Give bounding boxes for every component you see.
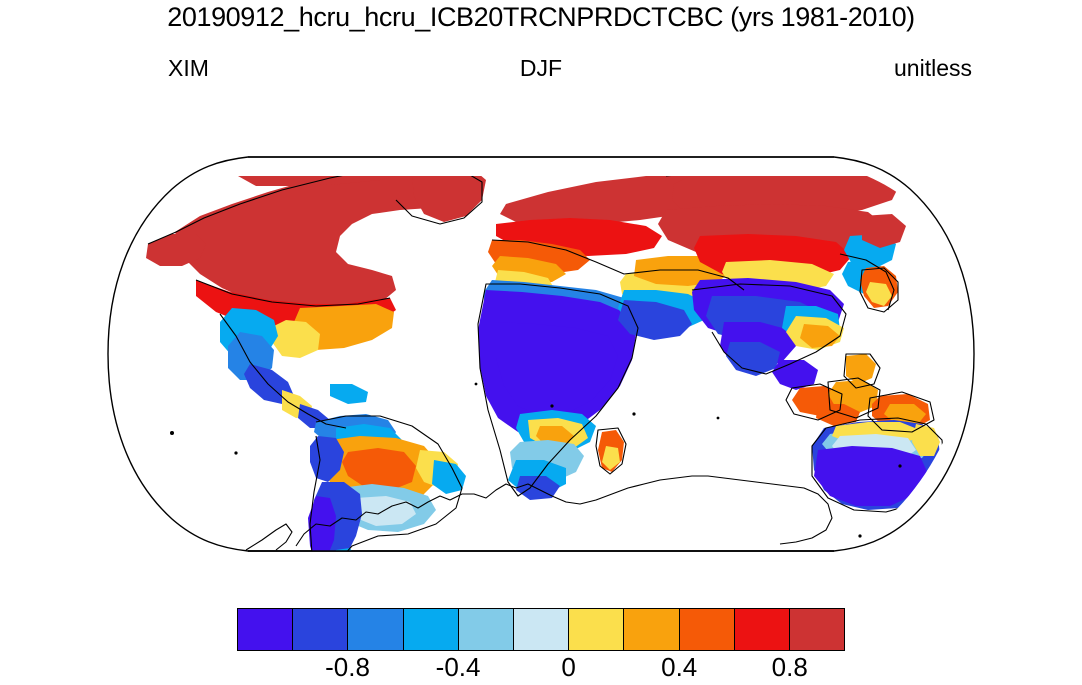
colorbar-container [237,608,845,651]
region-india-south [726,342,780,376]
colorbar-swatch-2[interactable] [348,609,404,650]
small-islands [170,382,902,538]
region-caribbean [330,384,368,404]
region-canada [175,176,460,306]
colorbar-tick-1: -0.4 [435,652,481,682]
land-data-layer [146,176,971,551]
region-new-zealand [950,480,971,518]
region-far-east-russia [862,214,906,248]
colorbar-swatch-3[interactable] [403,609,459,650]
map-plot-area [0,84,1082,574]
region-madagascar-south [602,446,620,470]
figure-title: 20190912_hcru_hcru_ICB20TRCNPRDCTCBC (yr… [167,2,915,32]
antarctica-outline [245,475,833,551]
region-central-southern-australia [814,446,928,506]
colorbar-tick-labels: -0.8 -0.4 0 0.4 0.8 [237,652,845,684]
colorbar-tick-3: 0.4 [661,652,698,682]
region-new-guinea-core [884,404,926,424]
region-congo-basin [496,322,618,416]
region-greenland [412,176,486,222]
world-map-svg [107,156,975,552]
colorbar-tick-2: 0 [561,652,576,682]
colorbar-tick-4: 0.8 [771,652,808,682]
region-queensland [912,424,940,456]
region-brazil-east-coast [432,460,466,494]
colorbar-swatch-5[interactable] [513,609,570,650]
region-central-amazon [342,448,416,490]
subtitle-units-label: unitless [894,55,972,81]
colorbar-tick-0: -0.8 [325,652,370,682]
region-philippines [846,354,876,384]
colorbar-swatch-10[interactable] [789,609,845,650]
colorbar-swatch-8[interactable] [679,609,735,650]
colorbar-swatch-0[interactable] [238,609,294,650]
region-alaska [146,234,206,266]
colorbar-swatch-9[interactable] [734,609,790,650]
subtitle-row: XIM DJF unitless [0,54,1082,84]
colorbar[interactable] [237,608,845,651]
colorbar-swatch-7[interactable] [624,609,680,650]
region-arabian-peninsula [618,300,692,340]
subtitle-season-label: DJF [519,55,563,81]
region-chile-andes [308,496,336,551]
region-south-central-us [272,320,320,358]
region-arctic-islands [238,176,404,186]
colorbar-swatch-1[interactable] [293,609,349,650]
region-java [816,404,860,426]
region-indochina [772,360,818,390]
colorbar-swatch-6[interactable] [569,609,625,650]
region-central-mexico [244,364,294,404]
colorbar-swatch-4[interactable] [458,609,514,650]
region-new-zealand-south [958,496,971,518]
subtitle-variable-label: XIM [168,55,209,81]
region-japan-south [866,282,892,306]
region-south-china-core [800,324,840,348]
